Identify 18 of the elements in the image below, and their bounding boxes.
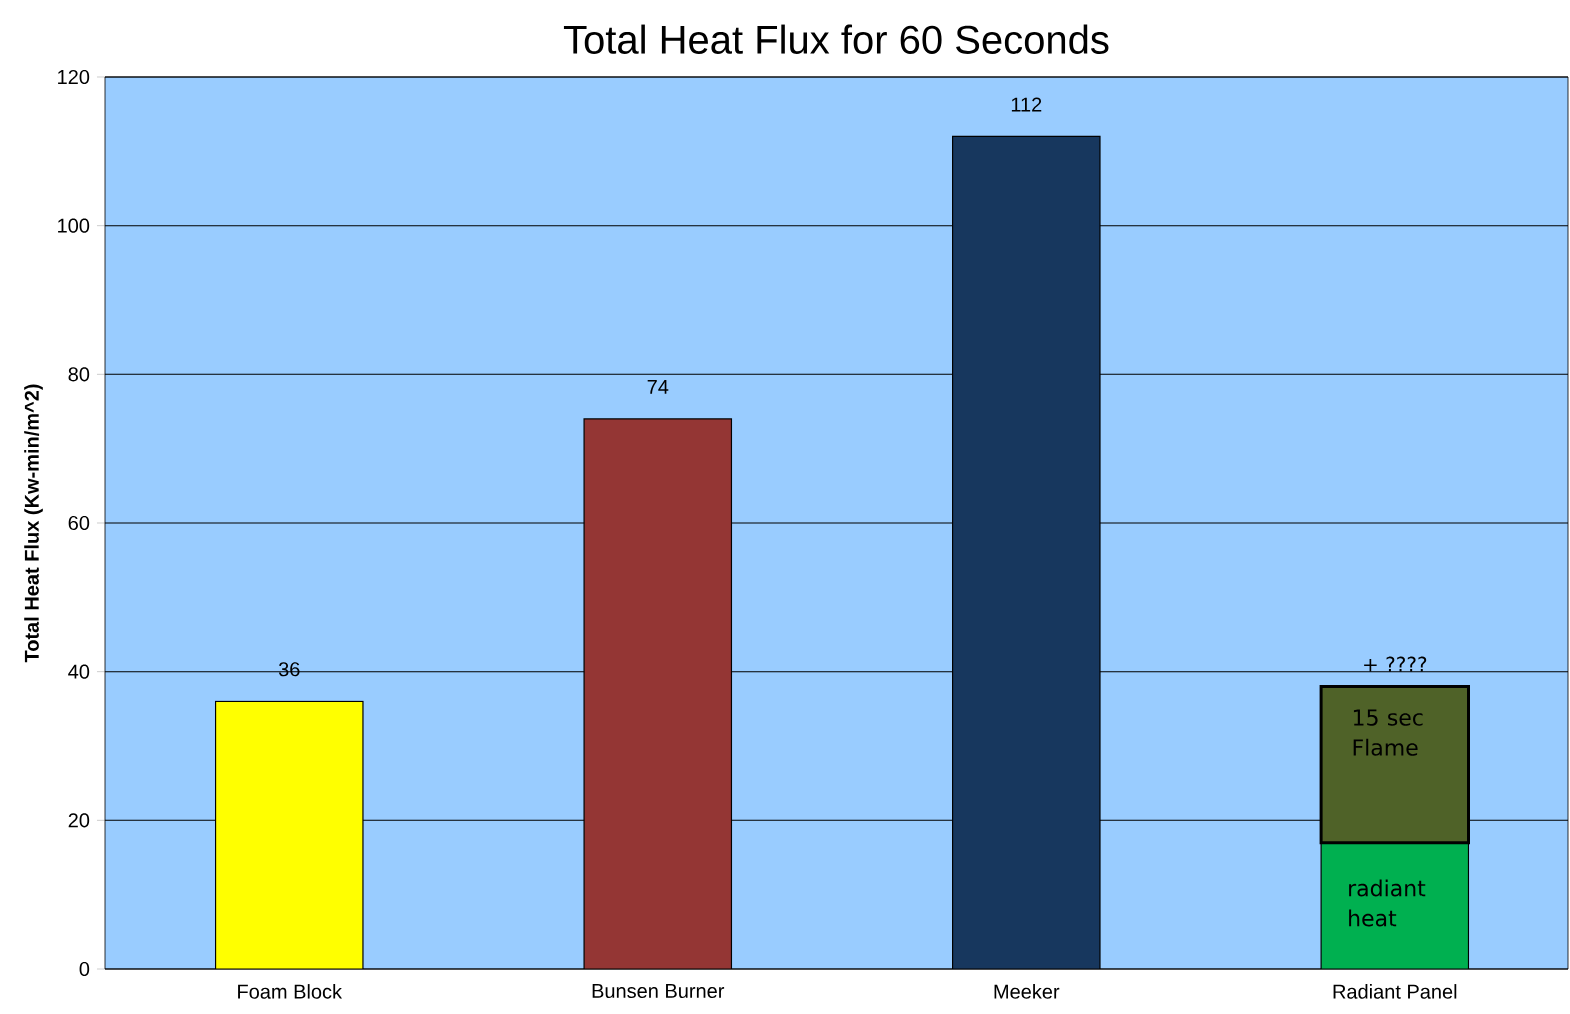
annotation: 15 sec Flame <box>1353 709 1423 756</box>
y-tick-label: 20 <box>68 813 90 828</box>
y-tick-label: 120 <box>58 69 90 85</box>
y-tick-label: 0 <box>79 961 90 977</box>
x-tick-label: Radiant Panel <box>1333 984 1457 999</box>
y-axis-title: Total Heat Flux (Kw-min/m^2) <box>24 384 43 663</box>
y-tick-label: 40 <box>68 664 90 679</box>
y-tick-label: 80 <box>68 367 90 382</box>
y-tick-label: 60 <box>68 515 90 531</box>
data-label: 112 <box>1011 97 1042 112</box>
x-tick-label: Bunsen Burner <box>592 984 725 999</box>
y-tick-label: 100 <box>58 218 90 233</box>
x-tick-label: Meeker <box>994 984 1060 999</box>
chart-title: Total Heat Flux for 60 Seconds <box>563 24 1109 54</box>
x-tick-label: Foam Block <box>238 984 343 999</box>
annotation: radiant heat <box>1349 879 1426 927</box>
data-label: 74 <box>647 380 669 394</box>
annotation: + ???? <box>1364 656 1427 672</box>
